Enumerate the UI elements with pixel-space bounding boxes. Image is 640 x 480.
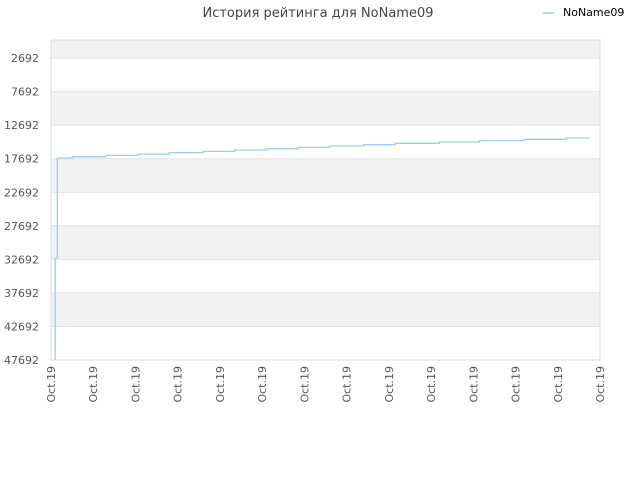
plot-band: [51, 225, 600, 260]
series-line-noname09: [54, 137, 590, 360]
x-tick-label: Oct.19: [298, 366, 311, 403]
series-layer: [54, 137, 590, 360]
y-tick-label: 42692: [4, 320, 39, 333]
y-tick-label: 22692: [4, 186, 39, 199]
x-tick-label: Oct.19: [467, 366, 480, 403]
x-tick-label: Oct.19: [341, 366, 354, 403]
x-tick-label: Oct.19: [214, 366, 227, 403]
x-tick-label: Oct.19: [552, 366, 565, 403]
plot-band: [51, 91, 600, 126]
plot-band: [51, 40, 600, 59]
y-tick-label: 27692: [4, 220, 39, 233]
x-tick-label: Oct.19: [510, 366, 523, 403]
legend-label-noname09: NoName09: [563, 6, 624, 19]
y-tick-label: 7692: [11, 86, 39, 99]
plot-band: [51, 192, 600, 226]
y-tick-label: 12692: [4, 119, 39, 132]
y-tick-label: 2692: [11, 52, 39, 65]
x-tick-label: Oct.19: [87, 366, 100, 403]
x-tick-label: Oct.19: [594, 366, 607, 403]
x-tick-label: Oct.19: [256, 366, 269, 403]
plot-frame: [50, 39, 601, 361]
x-tick-label: Oct.19: [45, 366, 58, 403]
x-tick-label: Oct.19: [172, 366, 185, 403]
plot-band: [51, 326, 600, 360]
legend: NoName09: [543, 6, 624, 19]
y-axis-tick-labels: 2692 7692 12692 17692 22692 27692 32692 37692 42…: [4, 52, 39, 367]
plot-band: [51, 58, 600, 92]
plot-band: [51, 292, 600, 327]
x-tick-label: Oct.19: [425, 366, 438, 403]
plot-background-bands: [51, 40, 600, 360]
chart-title: История рейтинга для NoName09: [202, 6, 433, 21]
x-tick-label: Oct.19: [383, 366, 396, 403]
y-tick-label: 17692: [4, 153, 39, 166]
plot-band: [51, 125, 600, 159]
plot-band: [51, 259, 600, 293]
x-axis-tick-labels: Oct.19 Oct.19 Oct.19 Oct.19 Oct.19 Oct.19 Oct.…: [45, 366, 607, 403]
y-tick-label: 47692: [4, 354, 39, 367]
plot-band: [51, 158, 600, 193]
y-tick-label: 32692: [4, 253, 39, 266]
y-tick-label: 37692: [4, 287, 39, 300]
x-tick-label: Oct.19: [129, 366, 142, 403]
